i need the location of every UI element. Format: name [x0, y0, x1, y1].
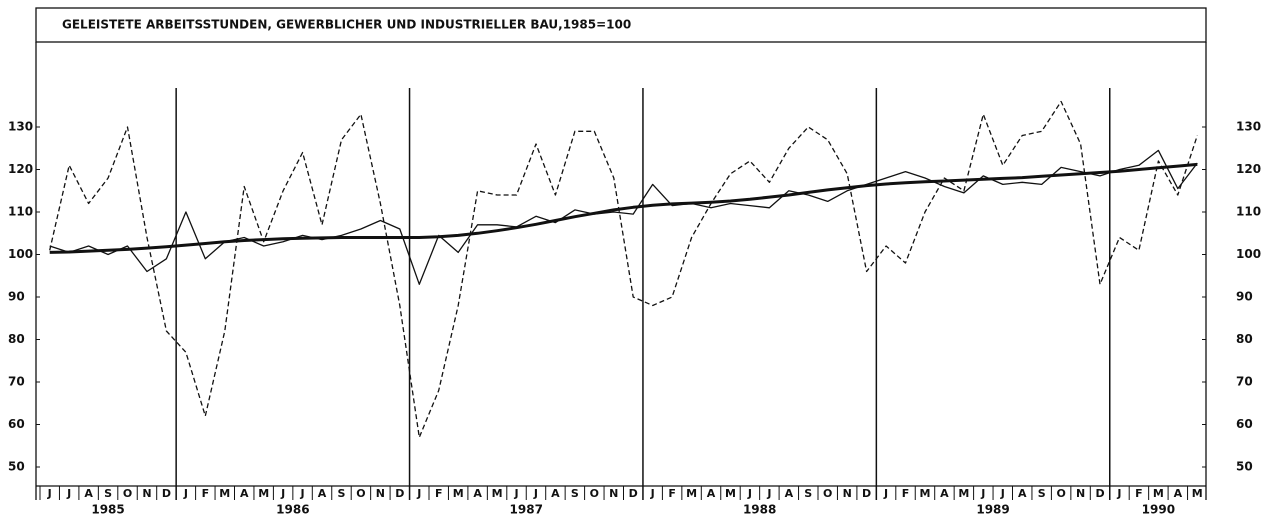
- y-tick-label: 50: [8, 460, 25, 474]
- x-tick-label: J: [766, 487, 771, 500]
- x-tick-label: M: [258, 487, 269, 500]
- y-tick-label-right: 120: [1236, 162, 1261, 176]
- x-tick-label: J: [66, 487, 71, 500]
- x-tick-label: N: [609, 487, 618, 500]
- y-tick-label-right: 50: [1236, 460, 1253, 474]
- y-tick-label: 80: [8, 332, 25, 346]
- x-tick-label: F: [902, 487, 910, 500]
- x-tick-label: M: [492, 487, 503, 500]
- x-tick-label: F: [1135, 487, 1143, 500]
- x-tick-label: J: [300, 487, 305, 500]
- x-tick-label: J: [883, 487, 888, 500]
- y-tick-label: 70: [8, 375, 25, 389]
- x-tick-label: N: [376, 487, 385, 500]
- y-tick-label: 90: [8, 290, 25, 304]
- x-tick-label: J: [1000, 487, 1005, 500]
- x-tick-label: O: [590, 487, 599, 500]
- series-line: [49, 149, 1198, 285]
- x-tick-label: D: [395, 487, 404, 500]
- x-tick-label: A: [1174, 487, 1183, 500]
- y-tick-label-right: 80: [1236, 332, 1253, 346]
- y-tick-label-right: 110: [1236, 205, 1261, 219]
- x-tick-label: F: [668, 487, 676, 500]
- y-tick-label: 60: [8, 417, 25, 431]
- x-tick-label: A: [240, 487, 249, 500]
- x-tick-label: M: [725, 487, 736, 500]
- x-tick-label: J: [533, 487, 538, 500]
- x-tick-label: O: [123, 487, 132, 500]
- x-tick-label: F: [202, 487, 210, 500]
- x-tick-label: S: [571, 487, 579, 500]
- x-tick-label: N: [843, 487, 852, 500]
- year-label: 1986: [276, 503, 309, 517]
- x-tick-label: A: [318, 487, 327, 500]
- year-label: 1987: [510, 503, 543, 517]
- series-line: [49, 100, 1198, 438]
- y-tick-label-right: 100: [1236, 247, 1261, 261]
- x-tick-label: A: [473, 487, 482, 500]
- chart-title: GELEISTETE ARBEITSSTUNDEN, GEWERBLICHER …: [62, 18, 631, 32]
- year-label: 1990: [1142, 503, 1175, 517]
- y-tick-label: 130: [8, 120, 33, 134]
- x-tick-label: J: [47, 487, 52, 500]
- x-tick-label: M: [219, 487, 230, 500]
- x-tick-label: M: [453, 487, 464, 500]
- x-tick-label: A: [1018, 487, 1027, 500]
- y-tick-label-right: 60: [1236, 417, 1253, 431]
- x-tick-label: M: [958, 487, 969, 500]
- x-tick-label: A: [551, 487, 560, 500]
- x-tick-label: O: [1056, 487, 1065, 500]
- x-tick-label: M: [919, 487, 930, 500]
- x-tick-label: M: [686, 487, 697, 500]
- x-tick-label: J: [183, 487, 188, 500]
- x-tick-label: A: [84, 487, 93, 500]
- x-tick-label: M: [1153, 487, 1164, 500]
- x-tick-label: D: [162, 487, 171, 500]
- series-line: [49, 162, 1198, 254]
- y-tick-label: 120: [8, 162, 33, 176]
- year-label: 1988: [743, 503, 776, 517]
- x-tick-label: M: [1192, 487, 1203, 500]
- x-tick-label: F: [435, 487, 443, 500]
- y-tick-label-right: 130: [1236, 120, 1261, 134]
- x-tick-label: J: [650, 487, 655, 500]
- x-tick-label: A: [707, 487, 716, 500]
- y-tick-label-right: 90: [1236, 290, 1253, 304]
- y-tick-label: 100: [8, 247, 33, 261]
- x-tick-label: S: [104, 487, 112, 500]
- y-tick-label: 110: [8, 205, 33, 219]
- x-tick-label: N: [1076, 487, 1085, 500]
- x-tick-label: N: [142, 487, 151, 500]
- x-tick-label: J: [280, 487, 285, 500]
- title-box: [35, 7, 1207, 43]
- x-tick-label: J: [416, 487, 421, 500]
- x-tick-label: A: [940, 487, 949, 500]
- year-label: 1989: [976, 503, 1009, 517]
- x-tick-label: O: [356, 487, 365, 500]
- x-tick-label: J: [1116, 487, 1121, 500]
- x-tick-label: D: [629, 487, 638, 500]
- x-tick-label: A: [785, 487, 794, 500]
- x-tick-label: O: [823, 487, 832, 500]
- y-tick-label-right: 70: [1236, 375, 1253, 389]
- x-tick-label: S: [338, 487, 346, 500]
- x-tick-label: S: [804, 487, 812, 500]
- x-tick-label: D: [862, 487, 871, 500]
- x-tick-label: S: [1038, 487, 1046, 500]
- x-tick-label: J: [980, 487, 985, 500]
- year-label: 1985: [91, 503, 124, 517]
- x-tick-label: D: [1095, 487, 1104, 500]
- x-tick-label: J: [747, 487, 752, 500]
- x-tick-label: J: [513, 487, 518, 500]
